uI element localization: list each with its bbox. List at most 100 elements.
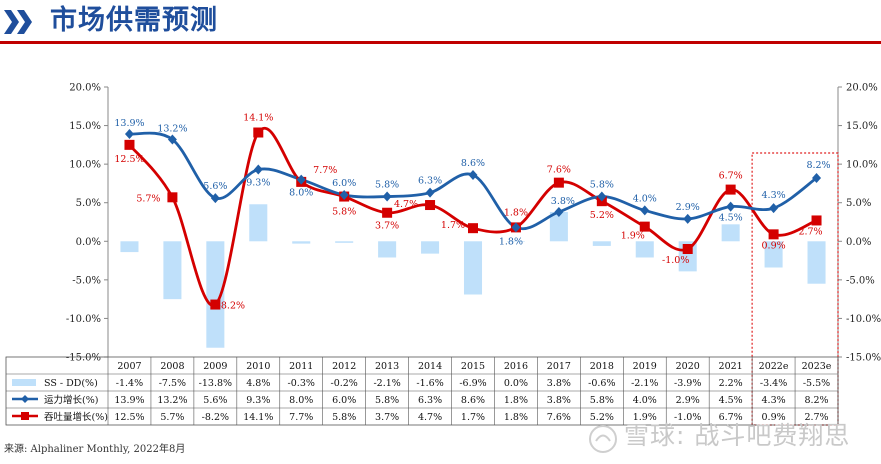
capacity-marker bbox=[468, 169, 478, 180]
throughput-marker bbox=[167, 192, 178, 203]
table-cell: 3.8% bbox=[547, 395, 571, 406]
legend-marker-capacity bbox=[21, 395, 29, 403]
throughput-data-label: 5.7% bbox=[136, 193, 160, 204]
x-tick-label: 2007 bbox=[117, 361, 141, 372]
page-title: 市场供需预测 bbox=[50, 5, 218, 36]
table-cell: -2.1% bbox=[373, 378, 400, 389]
capacity-data-label: 8.6% bbox=[461, 158, 485, 169]
capacity-marker bbox=[812, 173, 822, 184]
capacity-marker bbox=[339, 190, 349, 200]
table-cell: 1.8% bbox=[504, 395, 528, 406]
ss-dd-bar bbox=[163, 241, 182, 300]
data-labels: 13.9% 13.2% 5.6% 9.3% 8.0% 6.0% 5.8% 6.3% 8.6% 1.… bbox=[114, 113, 830, 312]
throughput-data-label: 0.9% bbox=[762, 240, 786, 251]
snowball-logo-icon bbox=[589, 425, 617, 453]
y-tick-label-left: -5.0% bbox=[72, 275, 101, 286]
table-cell: 0.9% bbox=[762, 412, 786, 423]
axes: -15.0% -15.0% -10.0% -10.0% -5.0% -5.0% 0.0% 0.… bbox=[66, 83, 881, 426]
capacity-data-label: 13.2% bbox=[157, 123, 187, 134]
table-cell: 14.1% bbox=[243, 412, 273, 423]
legend-label: 吞吐量增长(%) bbox=[44, 411, 108, 423]
capacity-data-label: 4.0% bbox=[633, 193, 657, 204]
throughput-data-label: 1.8% bbox=[504, 207, 528, 218]
x-tick-label: 2010 bbox=[246, 361, 270, 372]
table-cell: 2.2% bbox=[719, 378, 743, 389]
throughput-marker bbox=[811, 215, 822, 226]
table-cell: 9.3% bbox=[246, 395, 270, 406]
legend-label: 运力增长(%) bbox=[44, 394, 98, 406]
table-cell: 4.8% bbox=[246, 378, 270, 389]
watermark: 雪球: 战斗吧费翔思 bbox=[624, 421, 851, 450]
capacity-marker bbox=[726, 201, 736, 212]
ss-dd-bar bbox=[764, 241, 783, 268]
source-note: 来源: Alphaliner Monthly, 2022年8月 bbox=[4, 444, 186, 455]
x-tick-label: 2021 bbox=[719, 361, 743, 372]
table-cell: -3.4% bbox=[760, 378, 787, 389]
y-tick-label-right: 15.0% bbox=[846, 121, 878, 132]
table-cell: 3.7% bbox=[375, 412, 399, 423]
ss-dd-bar bbox=[463, 241, 483, 295]
throughput-data-label: -1.0% bbox=[662, 255, 689, 266]
capacity-marker bbox=[210, 193, 220, 204]
data-table: 2007 2008 2009 2010 2011 2012 2013 2014 2015 2016… bbox=[5, 356, 839, 426]
x-tick-label: 2011 bbox=[289, 361, 313, 372]
y-tick-label-left: 0.0% bbox=[76, 237, 101, 248]
capacity-marker bbox=[124, 129, 134, 140]
capacity-data-label: 8.0% bbox=[289, 188, 313, 199]
table-cell: 4.5% bbox=[719, 395, 743, 406]
x-tick-label: 2009 bbox=[203, 361, 227, 372]
table-cell: 4.3% bbox=[762, 395, 786, 406]
throughput-data-label: 7.7% bbox=[313, 165, 337, 176]
x-tick-label: 2016 bbox=[504, 361, 528, 372]
x-tick-label: 2012 bbox=[332, 361, 356, 372]
x-tick-label: 2020 bbox=[676, 361, 700, 372]
table-cell: 5.2% bbox=[590, 412, 614, 423]
table-cell: 7.6% bbox=[547, 412, 571, 423]
y-tick-label-left: 10.0% bbox=[69, 160, 101, 171]
capacity-data-label: 2.9% bbox=[676, 202, 700, 213]
table-cell: -1.4% bbox=[116, 378, 143, 389]
table-cell: 8.0% bbox=[289, 395, 313, 406]
capacity-data-label: 5.6% bbox=[203, 181, 227, 192]
y-tick-label-right: 20.0% bbox=[846, 83, 878, 94]
ss-dd-bar bbox=[249, 204, 268, 242]
capacity-data-label: 9.3% bbox=[246, 178, 270, 189]
ss-dd-bar bbox=[335, 241, 354, 243]
table-cell: -1.0% bbox=[674, 412, 701, 423]
throughput-data-label: -8.2% bbox=[218, 301, 245, 312]
ss-dd-bar bbox=[549, 211, 568, 242]
throughput-data-label: 14.1% bbox=[243, 113, 273, 124]
y-tick-label-right: -10.0% bbox=[846, 314, 881, 325]
capacity-marker bbox=[683, 213, 693, 224]
table-cell: 6.3% bbox=[418, 395, 442, 406]
x-tick-label: 2018 bbox=[590, 361, 614, 372]
throughput-data-label: 3.7% bbox=[375, 221, 399, 232]
table-cell: -1.6% bbox=[416, 378, 443, 389]
capacity-marker bbox=[382, 191, 392, 202]
y-tick-label-left: 15.0% bbox=[69, 121, 101, 132]
ss-dd-bars bbox=[120, 204, 826, 348]
ss-dd-bar bbox=[635, 241, 654, 258]
capacity-marker bbox=[511, 222, 521, 233]
capacity-growth-line bbox=[129, 131, 818, 231]
ss-dd-bar bbox=[592, 241, 611, 246]
chevron-right-icon bbox=[4, 10, 32, 34]
ss-dd-bar bbox=[120, 241, 139, 253]
table-cell: -6.9% bbox=[459, 378, 486, 389]
ss-dd-bar bbox=[378, 241, 397, 258]
table-cell: 12.5% bbox=[114, 412, 144, 423]
throughput-data-label: 1.9% bbox=[621, 231, 645, 242]
y-tick-label-left: 5.0% bbox=[76, 198, 101, 209]
x-tick-label: 2014 bbox=[418, 361, 442, 372]
x-tick-label: 2013 bbox=[375, 361, 399, 372]
table-cell: 1.7% bbox=[461, 412, 485, 423]
table-cell: 5.8% bbox=[590, 395, 614, 406]
throughput-data-label: 12.5% bbox=[114, 154, 144, 165]
capacity-marker bbox=[253, 164, 263, 175]
table-cell: 2.7% bbox=[804, 412, 828, 423]
ss-dd-bar bbox=[206, 241, 225, 348]
throughput-marker bbox=[468, 223, 478, 234]
x-tick-label: 2017 bbox=[547, 361, 571, 372]
table-cell: -2.1% bbox=[631, 378, 658, 389]
throughput-data-label: 2.7% bbox=[798, 226, 822, 237]
